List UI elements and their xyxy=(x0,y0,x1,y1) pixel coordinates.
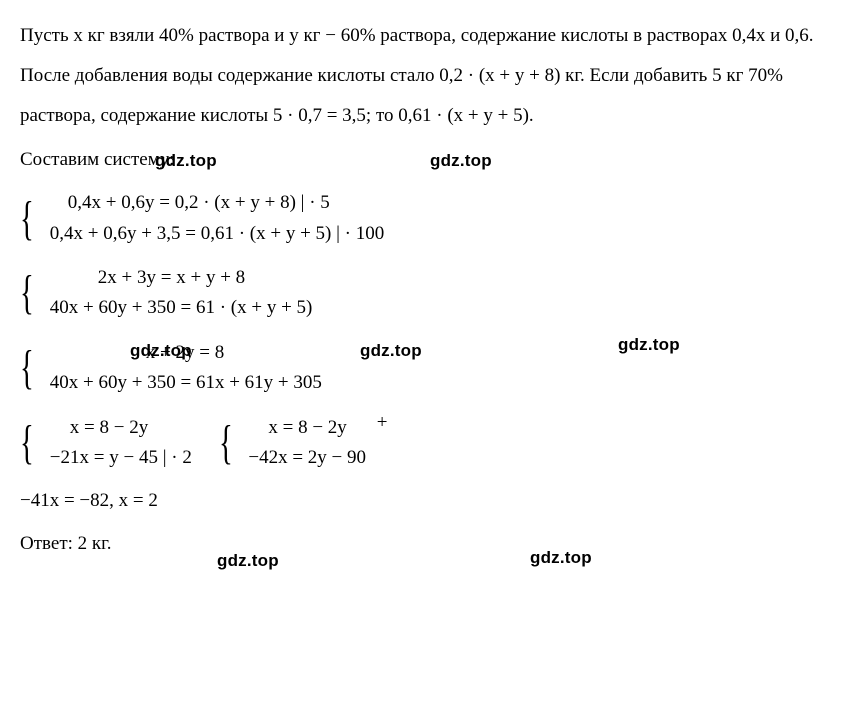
brace-icon: { xyxy=(219,419,234,467)
brace-icon: { xyxy=(20,269,35,317)
system-1: { 0,4x + 0,6y = 0,2 · (x + y + 8) | · 5 … xyxy=(20,188,832,249)
system-4b-rows: x = 8 − 2y −42x = 2y − 90 xyxy=(248,413,366,474)
system-4b-row-2: −42x = 2y − 90 xyxy=(248,443,366,473)
system-4a-row-2: −21x = y − 45 | · 2 xyxy=(50,443,192,473)
system-3-row-1: x + 2y = 8 xyxy=(50,338,322,368)
paragraph-setup: Пусть x кг взяли 40% раствора и y кг − 6… xyxy=(20,16,832,136)
system-3: { x + 2y = 8 40x + 60y + 350 = 61x + 61y… xyxy=(20,338,832,399)
system-2: { 2x + 3y = x + y + 8 40x + 60y + 350 = … xyxy=(20,263,832,324)
system-2-row-2: 40x + 60y + 350 = 61 · (x + y + 5) xyxy=(50,293,313,323)
system-1-row-2: 0,4x + 0,6y + 3,5 = 0,61 · (x + y + 5) |… xyxy=(50,219,384,249)
brace-icon: { xyxy=(20,344,35,392)
system-3-rows: x + 2y = 8 40x + 60y + 350 = 61x + 61y +… xyxy=(50,338,322,399)
system-2-row-1: 2x + 3y = x + y + 8 xyxy=(50,263,313,293)
system-2-rows: 2x + 3y = x + y + 8 40x + 60y + 350 = 61… xyxy=(50,263,313,324)
system-pair-4: { x = 8 − 2y −21x = y − 45 | · 2 { x = 8… xyxy=(20,413,832,474)
plus-sign: + xyxy=(371,409,388,438)
final-equation: −41x = −82, x = 2 xyxy=(20,487,832,516)
system-1-row-1: 0,4x + 0,6y = 0,2 · (x + y + 8) | · 5 xyxy=(50,188,384,218)
system-4b-row-1: x = 8 − 2y xyxy=(248,413,366,443)
brace-icon: { xyxy=(20,419,35,467)
statement-compose-system: Составим систему: xyxy=(20,146,832,175)
system-3-row-2: 40x + 60y + 350 = 61x + 61y + 305 xyxy=(50,368,322,398)
system-4b: { x = 8 − 2y −42x = 2y − 90 xyxy=(219,413,366,474)
answer-line: Ответ: 2 кг. xyxy=(20,530,832,559)
system-4a-row-1: x = 8 − 2y xyxy=(50,413,192,443)
system-4a: { x = 8 − 2y −21x = y − 45 | · 2 xyxy=(20,413,192,474)
system-1-rows: 0,4x + 0,6y = 0,2 · (x + y + 8) | · 5 0,… xyxy=(50,188,384,249)
system-4a-rows: x = 8 − 2y −21x = y − 45 | · 2 xyxy=(50,413,192,474)
brace-icon: { xyxy=(20,195,35,243)
